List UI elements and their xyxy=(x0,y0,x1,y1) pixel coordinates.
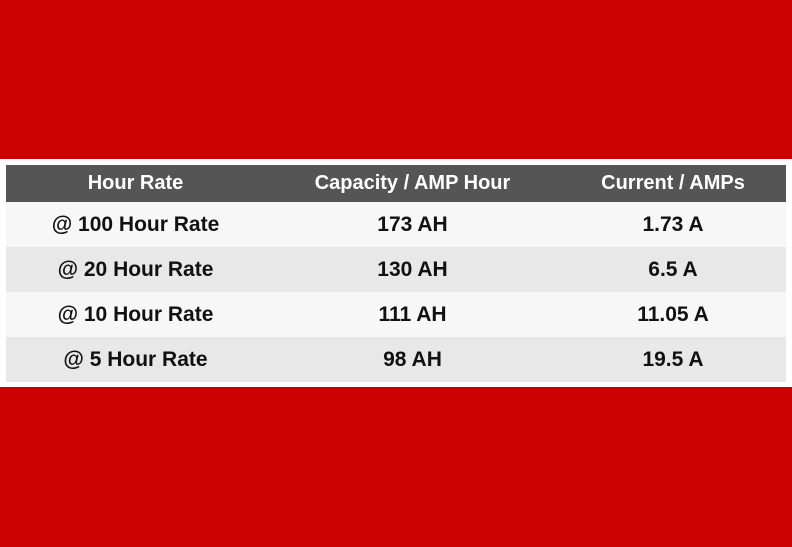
cell-capacity: 173 AH xyxy=(265,202,560,247)
cell-current: 6.5 A xyxy=(560,247,786,292)
header-hour-rate: Hour Rate xyxy=(6,165,265,202)
table-row: @ 5 Hour Rate 98 AH 19.5 A xyxy=(6,337,786,382)
table-row: @ 20 Hour Rate 130 AH 6.5 A xyxy=(6,247,786,292)
table-panel: Hour Rate Capacity / AMP Hour Current / … xyxy=(0,159,792,387)
table-header: Hour Rate Capacity / AMP Hour Current / … xyxy=(6,165,786,202)
cell-capacity: 98 AH xyxy=(265,337,560,382)
cell-hour-rate: @ 5 Hour Rate xyxy=(6,337,265,382)
cell-hour-rate: @ 100 Hour Rate xyxy=(6,202,265,247)
cell-hour-rate: @ 20 Hour Rate xyxy=(6,247,265,292)
cell-capacity: 111 AH xyxy=(265,292,560,337)
battery-rate-table: Hour Rate Capacity / AMP Hour Current / … xyxy=(6,165,786,382)
header-capacity: Capacity / AMP Hour xyxy=(265,165,560,202)
header-current: Current / AMPs xyxy=(560,165,786,202)
table-row: @ 100 Hour Rate 173 AH 1.73 A xyxy=(6,202,786,247)
cell-capacity: 130 AH xyxy=(265,247,560,292)
cell-current: 11.05 A xyxy=(560,292,786,337)
cell-current: 1.73 A xyxy=(560,202,786,247)
header-row: Hour Rate Capacity / AMP Hour Current / … xyxy=(6,165,786,202)
cell-hour-rate: @ 10 Hour Rate xyxy=(6,292,265,337)
table-row: @ 10 Hour Rate 111 AH 11.05 A xyxy=(6,292,786,337)
cell-current: 19.5 A xyxy=(560,337,786,382)
table-body: @ 100 Hour Rate 173 AH 1.73 A @ 20 Hour … xyxy=(6,202,786,382)
